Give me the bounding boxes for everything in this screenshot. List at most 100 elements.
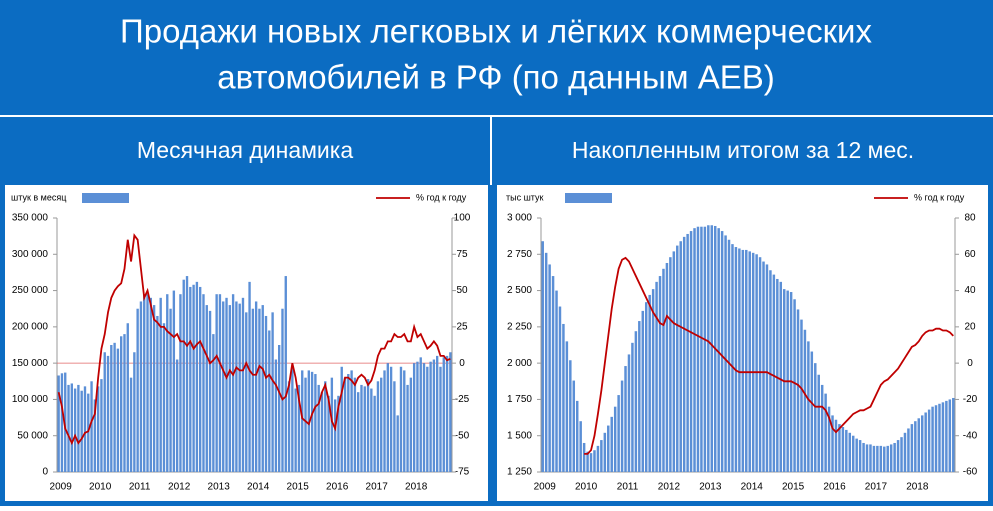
- bar: [665, 262, 669, 472]
- bar: [100, 379, 103, 472]
- bar: [396, 415, 399, 472]
- x-tick-label: 2013: [699, 482, 722, 493]
- bar: [228, 305, 231, 472]
- bar: [707, 225, 710, 472]
- bar: [562, 323, 565, 472]
- x-tick-label: 2009: [534, 482, 557, 493]
- bar: [879, 445, 883, 472]
- bar: [274, 359, 278, 472]
- bar: [765, 264, 769, 472]
- bar: [603, 432, 607, 472]
- bar: [855, 438, 858, 472]
- legend-label: штук в месяц: [11, 192, 66, 202]
- y2-tick-label: 75: [456, 249, 468, 260]
- bar: [841, 427, 845, 472]
- x-tick-label: 2017: [865, 482, 888, 493]
- x-tick-label: 2015: [287, 482, 310, 493]
- bar: [700, 226, 703, 472]
- bar: [779, 281, 783, 472]
- bar: [565, 341, 569, 472]
- bar: [834, 419, 838, 472]
- y-tick-label: 2 750: [507, 249, 532, 260]
- bar: [426, 366, 429, 472]
- bar: [734, 247, 738, 472]
- bar: [182, 279, 185, 472]
- bar: [271, 312, 274, 472]
- bar: [317, 384, 320, 472]
- bar: [941, 402, 945, 472]
- x-tick-label: 2010: [575, 482, 598, 493]
- bar: [324, 381, 327, 472]
- bar: [776, 278, 779, 472]
- x-tick-label: 2011: [129, 482, 151, 493]
- bar: [360, 384, 363, 472]
- bar: [555, 290, 558, 472]
- bar: [889, 444, 893, 472]
- bar: [662, 268, 665, 472]
- line-series: [57, 233, 451, 446]
- bar: [724, 235, 727, 472]
- bar: [544, 252, 548, 472]
- y-tick-label: 100 000: [12, 394, 49, 405]
- bar: [893, 442, 896, 472]
- bar: [572, 380, 576, 472]
- bar: [87, 393, 90, 472]
- bar: [294, 388, 297, 472]
- bar: [103, 352, 106, 472]
- bar: [600, 440, 603, 472]
- x-tick-label: 2015: [782, 482, 805, 493]
- title-line: Продажи новых легковых и лёгких коммерче…: [120, 13, 872, 50]
- bar: [914, 421, 917, 472]
- bar: [727, 239, 731, 472]
- bar: [281, 308, 284, 472]
- bar: [596, 445, 600, 472]
- bar: [80, 390, 83, 472]
- bar: [429, 361, 432, 472]
- bar: [254, 301, 258, 472]
- bar: [278, 345, 281, 472]
- bar: [638, 321, 641, 472]
- bar: [235, 301, 238, 472]
- bar: [93, 399, 97, 472]
- bar: [251, 308, 255, 472]
- bar: [330, 377, 334, 472]
- bar: [258, 308, 261, 472]
- x-tick-label: 2016: [326, 482, 349, 493]
- bar: [872, 445, 876, 472]
- y2-tick-label: 25: [456, 321, 468, 332]
- bar: [945, 400, 948, 472]
- x-tick-label: 2009: [50, 482, 73, 493]
- y-tick-label: 1 500: [507, 430, 532, 441]
- y2-tick-label: -60: [963, 467, 978, 478]
- y2-tick-label: 20: [964, 321, 976, 332]
- y-tick-label: 250 000: [12, 285, 49, 296]
- bar: [310, 371, 314, 472]
- y2-tick-label: -20: [963, 394, 978, 405]
- bar: [366, 379, 370, 472]
- bar: [903, 432, 907, 472]
- bar: [907, 428, 910, 472]
- bar: [824, 393, 827, 472]
- bar: [851, 435, 855, 472]
- bar: [106, 355, 110, 472]
- bar: [432, 359, 436, 472]
- legend-swatch: [565, 193, 612, 203]
- bar: [175, 359, 179, 472]
- y2-tick-label: -75: [455, 467, 470, 478]
- bar: [720, 231, 724, 472]
- bar: [90, 381, 93, 472]
- bar: [399, 366, 403, 472]
- bar: [370, 388, 373, 472]
- bar: [73, 388, 77, 472]
- bar: [676, 245, 679, 472]
- bar: [862, 442, 865, 472]
- bar: [238, 303, 241, 472]
- bar: [731, 244, 734, 472]
- bar: [422, 363, 426, 472]
- y-tick-label: 3 000: [507, 213, 532, 224]
- bar: [152, 305, 156, 472]
- bar: [169, 308, 172, 472]
- y2-tick-label: 100: [454, 213, 471, 224]
- bar: [838, 424, 841, 472]
